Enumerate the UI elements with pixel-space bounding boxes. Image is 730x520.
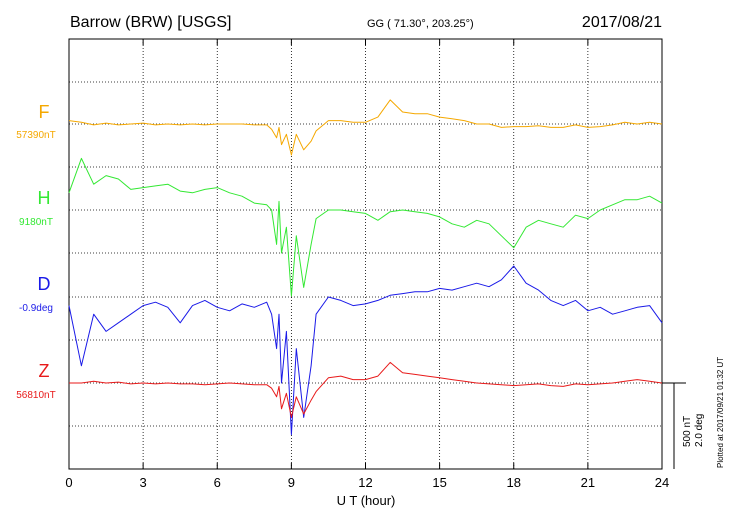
x-tick-label: 9: [288, 475, 295, 490]
grid-lines: [69, 39, 662, 469]
x-tick-label: 6: [214, 475, 221, 490]
x-tick-label: 15: [432, 475, 446, 490]
x-tick-marks: [68, 39, 663, 469]
coordinates-label: GG ( 71.30°, 203.25°): [367, 18, 474, 30]
x-tick-label: 18: [507, 475, 521, 490]
series-baseline-z: 56810nT: [16, 390, 55, 401]
scale-label-deg: 2.0 deg: [694, 414, 705, 447]
series-baseline-d: -0.9deg: [19, 303, 53, 314]
series-line-d: [68, 265, 663, 436]
x-axis-label: U T (hour): [337, 493, 396, 508]
x-tick-label: 21: [581, 475, 595, 490]
x-tick-labels: 0 3 6 9 12 15 18 21 24: [65, 475, 669, 490]
series-name-z: Z: [39, 361, 50, 381]
x-tick-label: 3: [140, 475, 147, 490]
series-labels: F 57390nT H 9180nT D -0.9deg Z 56810nT: [16, 102, 55, 401]
series-lines: [68, 99, 663, 436]
series-line-z: [69, 361, 663, 418]
series-line-h: [68, 157, 663, 297]
x-tick-label: 12: [358, 475, 372, 490]
x-tick-label: 24: [655, 475, 669, 490]
series-line-f: [68, 99, 663, 156]
series-name-f: F: [39, 102, 50, 122]
series-baseline-h: 9180nT: [19, 217, 53, 228]
series-baseline-f: 57390nT: [16, 130, 55, 141]
station-title: Barrow (BRW) [USGS]: [70, 14, 232, 31]
plot-frame: [68, 38, 663, 470]
plotted-timestamp: Plotted at 2017/09/21 01:32 UT: [716, 357, 725, 468]
series-name-d: D: [38, 274, 51, 294]
scale-label-nt: 500 nT: [682, 416, 693, 447]
series-name-h: H: [38, 188, 51, 208]
x-tick-label: 0: [65, 475, 72, 490]
date-label: 2017/08/21: [582, 14, 662, 31]
